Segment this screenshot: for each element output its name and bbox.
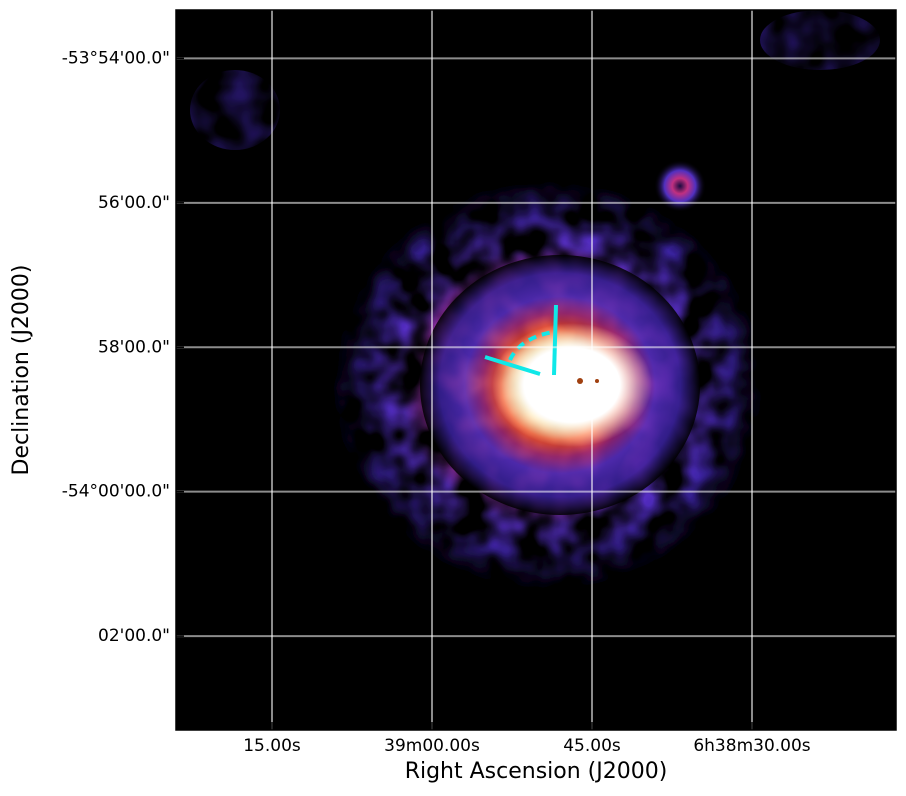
y-tick-label: -53°54'00.0" <box>62 48 170 68</box>
y-tick-label: 02'00.0" <box>98 626 170 646</box>
plot-frame <box>175 9 897 731</box>
y-tick-label: -54°00'00.0" <box>62 482 170 502</box>
x-tick-label: 6h38m30.00s <box>693 736 810 756</box>
x-tick-label: 39m00.00s <box>384 736 480 756</box>
sky-image <box>176 10 896 730</box>
grid <box>176 10 896 730</box>
annotation <box>484 304 558 376</box>
x-tick-label: 15.00s <box>243 736 301 756</box>
y-tick-label: 56'00.0" <box>98 193 170 213</box>
y-axis-label: Declination (J2000) <box>9 265 34 476</box>
x-axis-label: Right Ascension (J2000) <box>405 759 668 784</box>
y-tick-label: 58'00.0" <box>98 337 170 357</box>
x-tick-label: 45.00s <box>563 736 621 756</box>
